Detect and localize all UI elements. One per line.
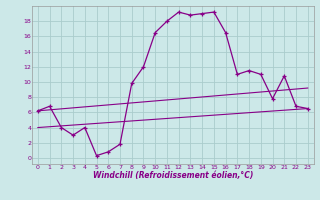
X-axis label: Windchill (Refroidissement éolien,°C): Windchill (Refroidissement éolien,°C) — [92, 171, 253, 180]
